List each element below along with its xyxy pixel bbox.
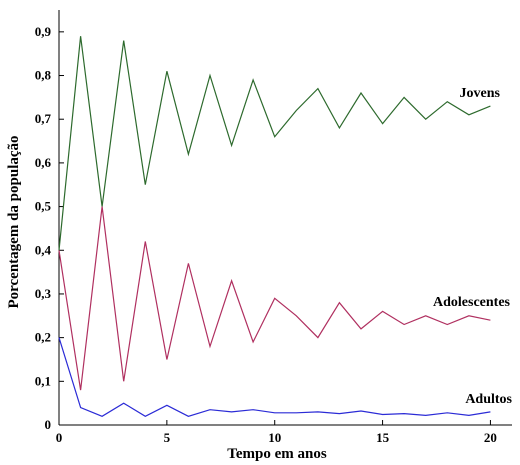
ticks: 0 0,1 0,2 0,3 0,4 0,5 0,6 0,7 0,8 0,9 0 5 10 15 20 <box>35 24 497 445</box>
series-labels: Jovens Adolescentes Adultos <box>433 86 513 407</box>
series-label-adolescentes: Adolescentes <box>433 295 511 310</box>
y-tick-label: 0,7 <box>35 111 52 126</box>
series-line-adultos <box>58 337 491 417</box>
series-line-jovens <box>58 36 491 251</box>
x-tick-label: 20 <box>484 430 497 445</box>
x-axis-title: Tempo em anos <box>227 446 327 462</box>
x-tick-label: 10 <box>268 430 281 445</box>
y-tick-label: 0,6 <box>35 155 52 170</box>
y-tick-label: 0,3 <box>35 286 52 301</box>
x-tick-label: 0 <box>56 430 63 445</box>
series-line-adolescentes <box>58 206 491 391</box>
y-axis-title: Porcentagem da população <box>6 135 22 308</box>
y-tick-label: 0,2 <box>35 330 51 345</box>
series-lines <box>58 36 491 417</box>
y-tick-label: 0 <box>45 417 52 432</box>
y-tick-label: 0,8 <box>35 68 52 83</box>
y-tick-label: 0,9 <box>35 24 52 39</box>
axes <box>58 10 512 426</box>
series-label-jovens: Jovens <box>460 86 501 101</box>
y-tick-label: 0,5 <box>35 199 52 214</box>
y-tick-label: 0,4 <box>35 242 52 257</box>
x-tick-label: 15 <box>376 430 390 445</box>
series-label-adultos: Adultos <box>465 392 512 407</box>
x-tick-label: 5 <box>164 430 171 445</box>
y-tick-label: 0,1 <box>35 373 51 388</box>
